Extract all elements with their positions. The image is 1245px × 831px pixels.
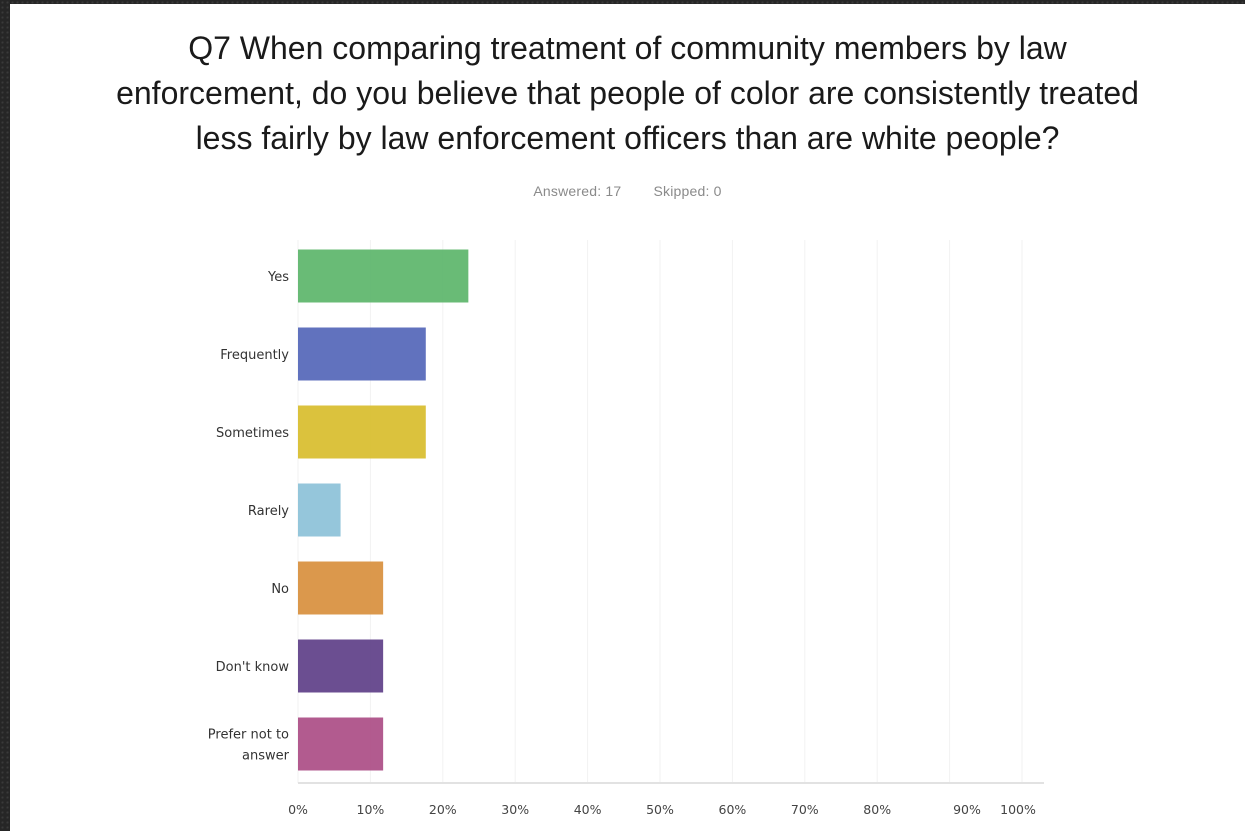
x-tick-label: 80% [863, 802, 891, 817]
category-label: answer [242, 749, 290, 764]
bar-frequently [298, 327, 426, 381]
question-title-line-1: Q7 When comparing treatment of community… [188, 30, 1067, 66]
bar-no [298, 561, 384, 615]
response-summary: Answered: 17 Skipped: 0 [10, 183, 1245, 199]
x-tick-label: 10% [357, 802, 385, 817]
category-label: Rarely [248, 504, 289, 519]
question-title-line-2: enforcement, do you believe that people … [116, 75, 1139, 111]
category-label: Frequently [220, 348, 289, 363]
question-title-line-3: less fairly by law enforcement officers … [195, 120, 1060, 156]
category-label: Yes [267, 270, 289, 285]
x-tick-label: 40% [574, 802, 602, 817]
bar-prefer-not-to-answer [298, 717, 384, 771]
x-tick-label: 50% [646, 802, 674, 817]
x-tick-label: 70% [791, 802, 819, 817]
bar-don-t-know [298, 639, 384, 693]
slide [10, 4, 1245, 831]
x-tick-label: 20% [429, 802, 457, 817]
x-tick-label: 30% [501, 802, 529, 817]
category-label: Sometimes [216, 426, 289, 441]
category-label: Don't know [216, 660, 290, 675]
x-tick-label: 60% [719, 802, 747, 817]
x-tick-label: 100% [1000, 802, 1036, 817]
answered-count: Answered: 17 [533, 183, 622, 199]
category-label: No [271, 582, 289, 597]
skipped-count: Skipped: 0 [653, 183, 722, 199]
bar-yes [298, 249, 469, 303]
bar-sometimes [298, 405, 426, 459]
category-label: Prefer not to [208, 728, 289, 743]
bar-rarely [298, 483, 341, 537]
x-tick-label: 90% [953, 802, 981, 817]
x-tick-label: 0% [288, 802, 308, 817]
question-title: Q7 When comparing treatment of community… [10, 26, 1245, 161]
